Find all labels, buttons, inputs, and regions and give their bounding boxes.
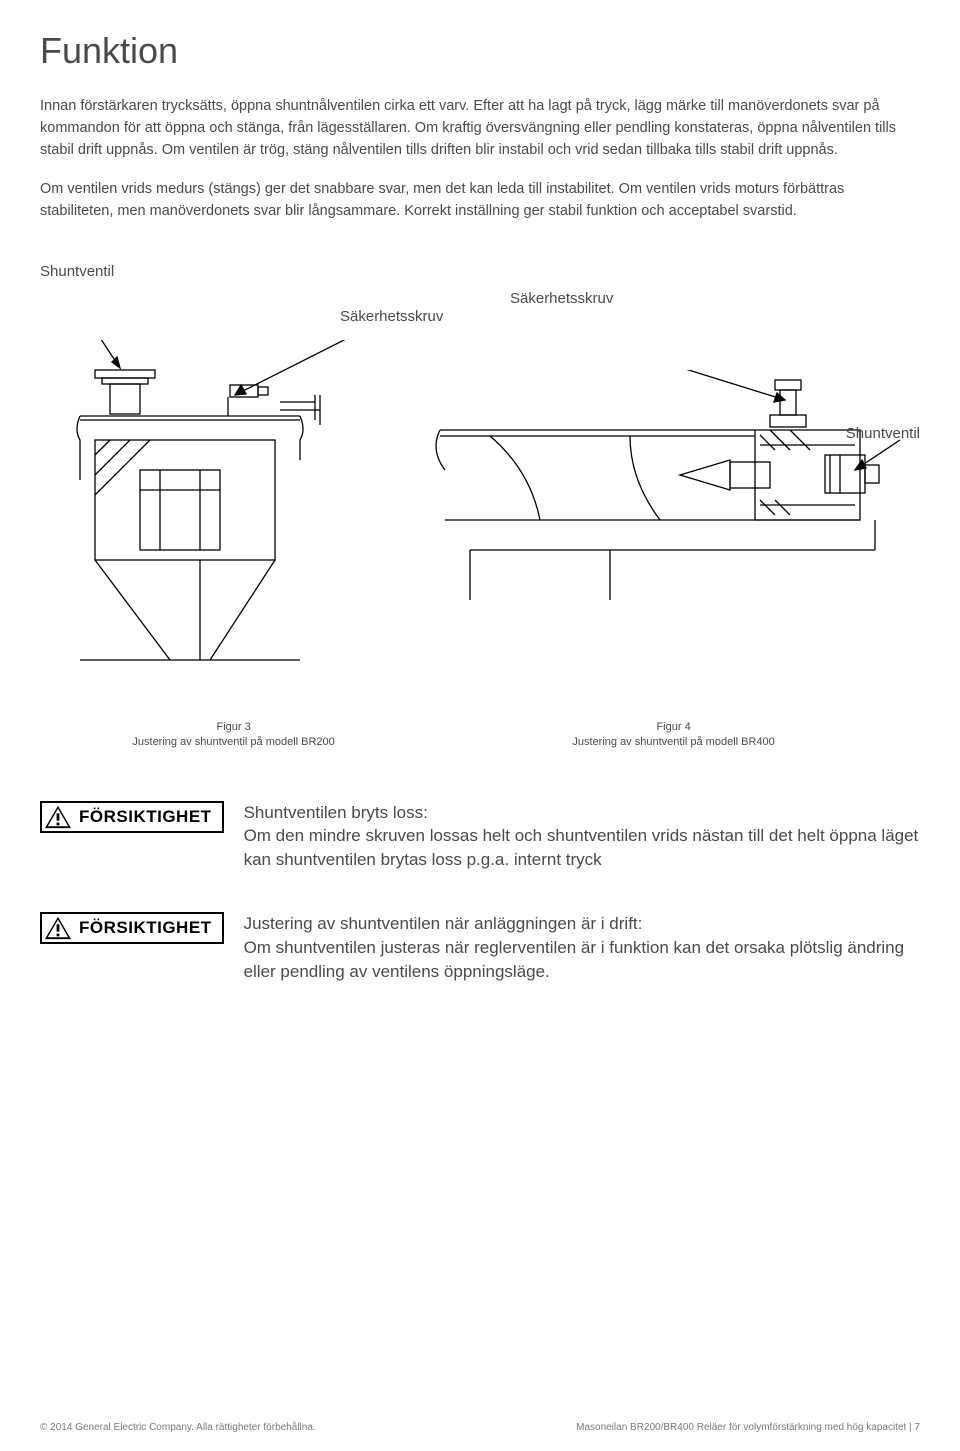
caution-label-1: FÖRSIKTIGHET bbox=[79, 807, 212, 827]
caution-row-2: FÖRSIKTIGHET Justering av shuntventilen … bbox=[40, 912, 920, 983]
diagram-area: Shuntventil bbox=[40, 340, 920, 690]
figure-3-caption: Figur 3 Justering av shuntventil på mode… bbox=[40, 720, 427, 751]
caution-2-body: Om shuntventilen justeras när reglervent… bbox=[244, 938, 905, 981]
caution-label-2: FÖRSIKTIGHET bbox=[79, 918, 212, 938]
caution-1-title: Shuntventilen bryts loss: bbox=[244, 803, 428, 822]
body-paragraph-1: Innan förstärkaren trycksätts, öppna shu… bbox=[40, 96, 920, 161]
caution-1-text: Shuntventilen bryts loss: Om den mindre … bbox=[244, 801, 920, 872]
shuntventil-top-label: Shuntventil bbox=[40, 263, 920, 280]
diagram-br400 bbox=[430, 370, 920, 650]
caution-badge-1: FÖRSIKTIGHET bbox=[40, 801, 224, 833]
warning-triangle-icon bbox=[43, 915, 73, 941]
safety-screw-label-left: Säkerhetsskruv bbox=[340, 308, 443, 325]
footer-copyright: © 2014 General Electric Company. Alla rä… bbox=[40, 1422, 316, 1433]
caution-2-text: Justering av shuntventilen när anläggnin… bbox=[244, 912, 920, 983]
body-paragraph-2: Om ventilen vrids medurs (stängs) ger de… bbox=[40, 179, 920, 223]
figure-4-title: Figur 4 bbox=[656, 721, 690, 733]
figure-3-desc: Justering av shuntventil på modell BR200 bbox=[132, 736, 334, 748]
caution-badge-2: FÖRSIKTIGHET bbox=[40, 912, 224, 944]
caution-2-title: Justering av shuntventilen när anläggnin… bbox=[244, 914, 643, 933]
safety-screw-label-right: Säkerhetsskruv bbox=[510, 290, 613, 307]
caution-row-1: FÖRSIKTIGHET Shuntventilen bryts loss: O… bbox=[40, 801, 920, 872]
shuntventil-right-label: Shuntventil bbox=[846, 425, 920, 442]
footer-doc-title: Masoneilan BR200/BR400 Reläer för volymf… bbox=[576, 1422, 920, 1433]
diagram-br200 bbox=[40, 340, 430, 680]
warning-triangle-icon bbox=[43, 804, 73, 830]
figure-4-desc: Justering av shuntventil på modell BR400 bbox=[572, 736, 774, 748]
figure-4-caption: Figur 4 Justering av shuntventil på mode… bbox=[427, 720, 920, 751]
figure-3-title: Figur 3 bbox=[216, 721, 250, 733]
page-title: Funktion bbox=[40, 30, 920, 72]
page-footer: © 2014 General Electric Company. Alla rä… bbox=[40, 1422, 920, 1433]
figure-captions-row: Figur 3 Justering av shuntventil på mode… bbox=[40, 720, 920, 751]
screw-label-row: Säkerhetsskruv Säkerhetsskruv bbox=[40, 290, 920, 340]
caution-1-body: Om den mindre skruven lossas helt och sh… bbox=[244, 826, 919, 869]
